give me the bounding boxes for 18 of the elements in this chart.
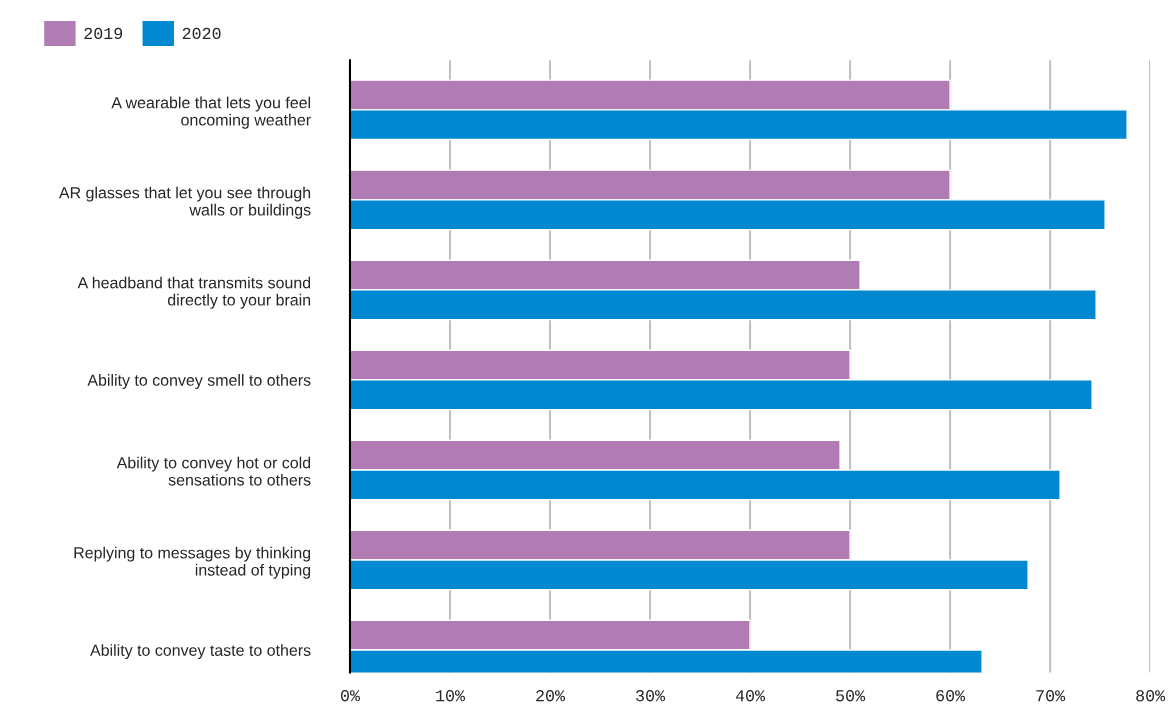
x-tick-label: 20%	[536, 690, 566, 702]
x-tick-label: 40%	[735, 690, 766, 702]
x-tick-label: 50%	[836, 690, 866, 702]
y-tick-label: AR glasses that let you see through walls or buildings	[58, 186, 311, 219]
x-tick-label: 0%	[340, 690, 360, 702]
legend-label: 2020	[182, 27, 221, 40]
y-tick-label: Replying to messages by thinking instead of typing	[74, 546, 311, 579]
y-tick-label: Ability to convey smell to others	[87, 374, 311, 390]
x-tick-label: 30%	[636, 690, 666, 702]
legend-label: 2019	[84, 27, 123, 40]
x-tick-label: 70%	[1036, 690, 1066, 702]
x-tick-label: 60%	[936, 690, 966, 702]
x-tick-label: 10%	[436, 690, 466, 702]
y-tick-label: Ability to convey taste to others	[90, 644, 311, 660]
y-tick-label: Ability to convey hot or cold sensations to others	[116, 456, 311, 486]
y-tick-label: A headband that transmits sound directly to your brain	[77, 276, 311, 309]
x-tick-label: 80%	[1136, 690, 1166, 702]
y-tick-label: A wearable that lets you feel oncoming weather	[111, 96, 311, 129]
